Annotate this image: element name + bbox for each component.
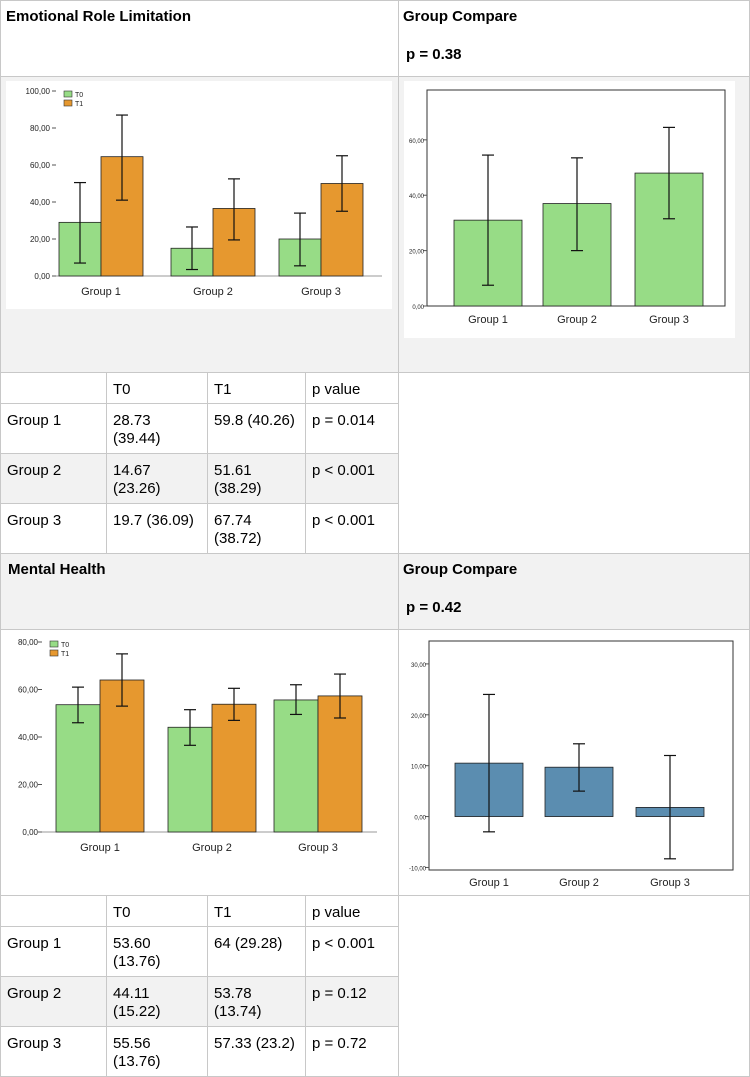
- x-category-label: Group 1: [81, 286, 121, 298]
- table2-row2-group: Group 2: [0, 976, 107, 1027]
- y-tick-label: 100,00: [26, 87, 51, 96]
- y-tick-label: 0,00: [22, 828, 38, 837]
- y-tick-label: 60,00: [18, 686, 39, 695]
- x-category-label: Group 1: [469, 877, 509, 889]
- table2-row2-p: p = 0.12: [305, 976, 399, 1027]
- section1-empty-cell: [398, 372, 750, 554]
- section1-compare-header-cell: Group Compare p = 0.38: [398, 0, 750, 77]
- section1-title: Emotional Role Limitation: [6, 8, 192, 25]
- bar-t0-3: [273, 699, 319, 833]
- section1-compare-p: p = 0.38: [406, 46, 462, 63]
- table1-header-t0: T0: [106, 372, 208, 404]
- legend-label-t1: T1: [75, 101, 83, 108]
- table1-row2-p: p < 0.001: [305, 453, 399, 504]
- chart-emotional-group-compare: 0,00 20,00 40,00 60,00 Group 1 Group 2 Group 3: [404, 81, 735, 338]
- table2-row3-t0: 55.56 (13.76): [106, 1026, 208, 1077]
- legend-swatch-t1: [49, 649, 59, 657]
- y-tick-label: -10,00: [409, 866, 427, 872]
- y-tick-label: 0,00: [34, 272, 50, 281]
- table2-row1-t1: 64 (29.28): [207, 926, 306, 977]
- section2-compare-title: Group Compare: [403, 561, 518, 578]
- y-tick-label: 40,00: [409, 194, 425, 200]
- table1-row1-group: Group 1: [0, 403, 107, 454]
- y-tick-label: 80,00: [18, 638, 39, 647]
- legend-swatch-t0: [63, 90, 73, 98]
- y-tick-label: 40,00: [30, 198, 51, 207]
- table2-row3-p: p = 0.72: [305, 1026, 399, 1077]
- chart-emotional-t0-t1: 0,00 20,00 40,00 60,00 80,00 100,00 Group 1 Gro…: [6, 81, 392, 309]
- x-category-label: Group 1: [468, 314, 508, 326]
- legend-swatch-t0: [49, 640, 59, 648]
- table1-header-t1: T1: [207, 372, 306, 404]
- table2-row1-t0: 53.60 (13.76): [106, 926, 208, 977]
- table2-row3-t1: 57.33 (23.2): [207, 1026, 306, 1077]
- y-tick-label: 0,00: [414, 816, 426, 822]
- y-tick-label: 20,00: [409, 250, 425, 256]
- chart-mental-group-compare: -10,00 0,00 10,00 20,00 30,00 Group 1 Group 2 G…: [403, 637, 738, 893]
- y-tick-label: 20,00: [411, 714, 427, 720]
- chart-mental-t0-t1: 0,00 20,00 40,00 60,00 80,00 Group 1 Group 2 Gr…: [5, 633, 390, 861]
- table1-row2-group: Group 2: [0, 453, 107, 504]
- y-tick-label: 80,00: [30, 124, 51, 133]
- y-tick-label: 40,00: [18, 733, 39, 742]
- y-tick-label: 20,00: [18, 781, 39, 790]
- table1-row1-p: p = 0.014: [305, 403, 399, 454]
- section2-title-cell: Mental Health: [0, 553, 399, 630]
- y-tick-label: 60,00: [30, 161, 51, 170]
- legend-swatch-t1: [63, 99, 73, 107]
- plot-frame: [428, 640, 734, 871]
- table1-row1-t1: 59.8 (40.26): [207, 403, 306, 454]
- legend-label-t0: T0: [61, 642, 69, 649]
- table1-header-empty: [0, 372, 107, 404]
- table1-row1-t0: 28.73 (39.44): [106, 403, 208, 454]
- table2-row3-group: Group 3: [0, 1026, 107, 1077]
- table1-row2-t0: 14.67 (23.26): [106, 453, 208, 504]
- chart-background: [403, 637, 738, 893]
- table2-header-t1: T1: [207, 895, 306, 927]
- section2-compare-header-cell: Group Compare p = 0.42: [398, 553, 750, 630]
- x-category-label: Group 3: [298, 842, 338, 854]
- x-category-label: Group 2: [557, 314, 597, 326]
- section2-empty-cell: [398, 895, 750, 1077]
- table1-header-p: p value: [305, 372, 399, 404]
- table2-row2-t0: 44.11 (15.22): [106, 976, 208, 1027]
- table2-row1-group: Group 1: [0, 926, 107, 977]
- x-category-label: Group 2: [192, 842, 232, 854]
- x-category-label: Group 2: [193, 286, 233, 298]
- y-tick-label: 30,00: [411, 663, 427, 669]
- table1-row3-p: p < 0.001: [305, 503, 399, 554]
- table1-row2-t1: 51.61 (38.29): [207, 453, 306, 504]
- x-category-label: Group 3: [301, 286, 341, 298]
- table1-row3-t1: 67.74 (38.72): [207, 503, 306, 554]
- legend-label-t0: T0: [75, 92, 83, 99]
- x-category-label: Group 2: [559, 877, 599, 889]
- section2-title: Mental Health: [8, 561, 106, 578]
- x-category-label: Group 3: [649, 314, 689, 326]
- section2-compare-p: p = 0.42: [406, 599, 462, 616]
- table2-row1-p: p < 0.001: [305, 926, 399, 977]
- x-category-label: Group 1: [80, 842, 120, 854]
- legend-label-t1: T1: [61, 651, 69, 658]
- table1-row3-t0: 19.7 (36.09): [106, 503, 208, 554]
- x-category-label: Group 3: [650, 877, 690, 889]
- y-tick-label: 20,00: [30, 235, 51, 244]
- table2-row2-t1: 53.78 (13.74): [207, 976, 306, 1027]
- y-tick-label: 10,00: [411, 765, 427, 771]
- section1-title-cell: Emotional Role Limitation: [0, 0, 399, 77]
- table2-header-t0: T0: [106, 895, 208, 927]
- y-tick-label: 60,00: [409, 139, 425, 145]
- section1-compare-title: Group Compare: [403, 8, 518, 25]
- y-tick-label: 0,00: [412, 305, 424, 311]
- bar-t0-1: [55, 704, 101, 833]
- table1-row3-group: Group 3: [0, 503, 107, 554]
- table2-header-empty: [0, 895, 107, 927]
- table2-header-p: p value: [305, 895, 399, 927]
- bar-t1-2: [211, 703, 257, 833]
